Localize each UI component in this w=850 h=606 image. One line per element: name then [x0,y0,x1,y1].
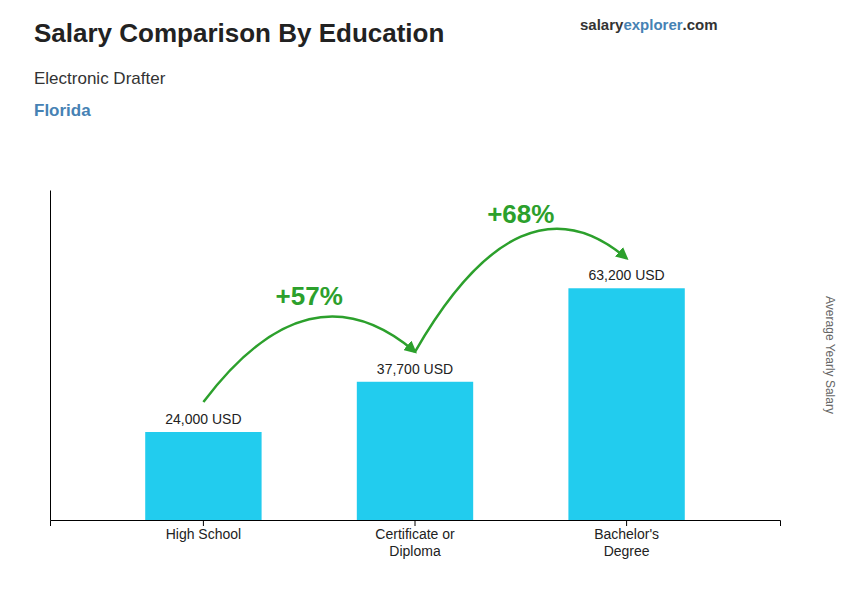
x-tick-label-line: Bachelor's [594,526,659,542]
subtitle: Electronic Drafter [34,69,166,88]
x-tick-label: Bachelor'sDegree [594,526,659,559]
chart-container: Salary Comparison By Education Electronic… [0,0,850,606]
growth-label: +57% [276,281,343,311]
chart-svg: Salary Comparison By Education Electronic… [0,0,850,606]
y-axis-title: Average Yearly Salary [823,296,837,414]
x-tick-label-line: Diploma [389,543,441,559]
x-tick-label-line: Certificate or [375,526,455,542]
x-tick-label-line: Degree [604,543,650,559]
value-label: 24,000 USD [165,411,241,427]
value-label: 63,200 USD [588,267,664,283]
bar [568,288,684,520]
arrows [203,229,626,402]
growth-arrow [203,317,415,402]
bar [145,432,261,520]
y-axis [50,191,51,521]
bar [357,382,473,520]
x-axis: High School Certificate orDiploma Bachelor… [51,520,781,559]
value-labels: 24,000 USD 37,700 USD 63,200 USD [165,267,664,427]
growth-arrow [415,229,627,352]
annotations: +57% +68% [276,199,555,312]
value-label: 37,700 USD [377,361,453,377]
x-tick-label: Certificate orDiploma [375,526,455,559]
watermark: salary [580,16,624,33]
x-tick: Bachelor'sDegree [594,520,659,559]
location: Florida [34,101,91,120]
title: Salary Comparison By Education [34,18,444,48]
x-tick: High School [166,520,242,542]
growth-label: +68% [487,199,554,229]
watermark: .com [683,16,718,33]
x-tick-label-line: High School [166,526,242,542]
bars [145,288,685,520]
watermark: explorer [623,16,682,33]
x-tick: Certificate orDiploma [375,520,455,559]
x-tick-label: High School [166,526,242,542]
y-axis-line [50,191,51,521]
